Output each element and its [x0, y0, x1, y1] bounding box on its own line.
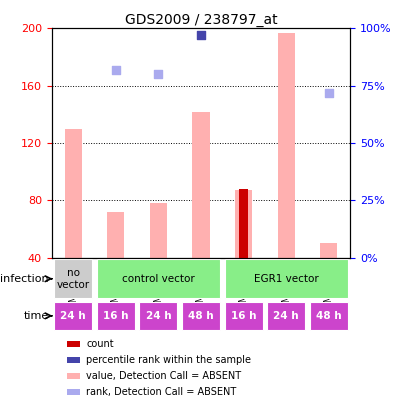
Bar [225, 260, 348, 298]
Bar [267, 302, 305, 330]
Text: 24 h: 24 h [146, 311, 171, 321]
Bar [54, 302, 92, 330]
Bar [310, 302, 348, 330]
Bar [193, 111, 209, 258]
Bar [64, 129, 82, 258]
Title: GDS2009 / 238797_at: GDS2009 / 238797_at [125, 13, 277, 27]
Bar [235, 190, 252, 258]
Text: control vector: control vector [122, 274, 195, 284]
Bar [320, 243, 338, 258]
Bar [67, 373, 80, 379]
Bar [150, 203, 167, 258]
Text: EGR1 vector: EGR1 vector [254, 274, 319, 284]
Point [198, 32, 204, 38]
Text: 48 h: 48 h [188, 311, 214, 321]
Bar [67, 357, 80, 363]
Point [155, 71, 162, 77]
Bar [97, 302, 135, 330]
Point [326, 90, 332, 96]
Text: percentile rank within the sample: percentile rank within the sample [86, 355, 251, 365]
Text: 16 h: 16 h [103, 311, 129, 321]
Bar [225, 302, 263, 330]
Bar [182, 302, 220, 330]
Text: rank, Detection Call = ABSENT: rank, Detection Call = ABSENT [86, 387, 236, 397]
Bar [107, 212, 124, 258]
Bar [97, 260, 220, 298]
Point [70, 14, 76, 20]
Bar [54, 260, 92, 298]
Bar [52, 258, 350, 326]
Text: infection: infection [0, 274, 49, 284]
Bar [67, 341, 80, 347]
Text: 24 h: 24 h [273, 311, 299, 321]
Bar [239, 189, 248, 258]
Bar [278, 33, 295, 258]
Text: 24 h: 24 h [60, 311, 86, 321]
Text: 16 h: 16 h [231, 311, 256, 321]
Point [113, 66, 119, 73]
Text: 48 h: 48 h [316, 311, 342, 321]
Bar [139, 302, 177, 330]
Text: value, Detection Call = ABSENT: value, Detection Call = ABSENT [86, 371, 241, 381]
Text: no
vector: no vector [57, 268, 90, 290]
Text: time: time [23, 311, 49, 321]
Bar [67, 390, 80, 395]
Text: count: count [86, 339, 114, 349]
